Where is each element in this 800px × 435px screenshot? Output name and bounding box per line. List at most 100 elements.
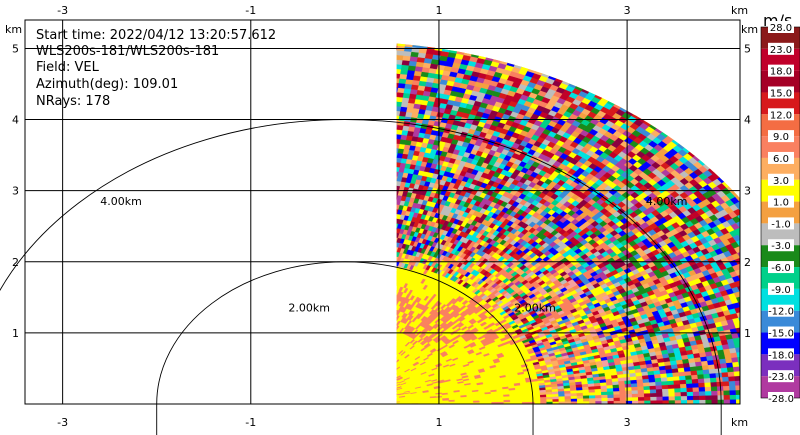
velocity-cell <box>742 390 748 395</box>
velocity-cell <box>630 382 638 388</box>
velocity-cell <box>441 362 449 367</box>
velocity-cell <box>396 91 398 97</box>
velocity-cell <box>564 395 572 399</box>
velocity-cell <box>740 278 748 284</box>
velocity-cell <box>601 394 608 399</box>
velocity-cell <box>705 399 712 404</box>
velocity-cell <box>396 180 402 187</box>
velocity-cell <box>662 392 670 397</box>
velocity-cell <box>637 386 645 391</box>
velocity-cell <box>637 393 645 398</box>
velocity-cell <box>729 389 737 396</box>
velocity-cell <box>744 299 752 305</box>
velocity-cell <box>452 339 459 345</box>
velocity-cell <box>742 294 750 300</box>
velocity-cell <box>447 394 455 397</box>
velocity-cell <box>397 82 406 89</box>
velocity-cell <box>690 370 698 376</box>
velocity-cell <box>396 335 399 341</box>
velocity-cell <box>720 367 729 373</box>
velocity-cell <box>448 399 456 402</box>
velocity-cell <box>754 389 760 394</box>
velocity-cell <box>661 384 669 390</box>
velocity-cell <box>396 142 400 149</box>
velocity-cell <box>654 377 662 383</box>
velocity-cell <box>588 394 596 399</box>
velocity-cell <box>454 334 462 340</box>
velocity-cell <box>668 395 676 401</box>
velocity-cell <box>728 380 736 386</box>
velocity-cell <box>396 166 400 172</box>
velocity-cell <box>693 399 700 404</box>
velocity-cell <box>667 380 675 385</box>
velocity-cell <box>742 310 750 316</box>
velocity-cell <box>396 304 397 310</box>
velocity-cell <box>727 371 735 377</box>
velocity-cell <box>709 372 717 379</box>
velocity-cell <box>485 396 492 400</box>
velocity-cell <box>396 82 399 88</box>
velocity-cell <box>744 315 752 321</box>
velocity-cell <box>752 303 760 309</box>
velocity-cell <box>723 394 731 400</box>
velocity-cell <box>396 124 404 131</box>
velocity-cell <box>521 399 529 403</box>
velocity-cell <box>613 397 621 402</box>
velocity-cell <box>436 400 443 403</box>
velocity-cell <box>703 373 711 379</box>
velocity-cell <box>735 389 740 395</box>
velocity-cell <box>743 283 751 289</box>
velocity-cell <box>600 391 608 396</box>
velocity-cell <box>607 397 615 402</box>
velocity-cell <box>711 394 719 400</box>
velocity-cell <box>754 394 760 399</box>
velocity-cell <box>662 388 669 393</box>
velocity-cell <box>396 147 399 154</box>
velocity-cell <box>473 400 480 403</box>
velocity-cell <box>735 394 740 400</box>
velocity-cell <box>497 396 504 399</box>
velocity-cell <box>752 339 759 345</box>
velocity-cell <box>396 105 402 112</box>
velocity-cell <box>534 399 541 402</box>
velocity-cell <box>752 263 760 270</box>
velocity-cell <box>595 394 602 399</box>
velocity-cell <box>746 320 754 326</box>
velocity-cell <box>662 399 670 404</box>
velocity-cell <box>753 344 760 350</box>
velocity-cell <box>424 401 431 404</box>
velocity-cell <box>484 389 491 393</box>
velocity-cell <box>672 375 680 381</box>
velocity-cell <box>503 399 511 403</box>
velocity-cell <box>454 399 462 402</box>
velocity-cell <box>649 385 657 390</box>
velocity-cell <box>743 356 750 361</box>
velocity-cell <box>674 391 682 397</box>
velocity-cell <box>732 361 740 368</box>
velocity-cell <box>643 389 651 394</box>
velocity-cell <box>631 386 639 391</box>
velocity-cell <box>742 399 748 404</box>
velocity-cell <box>505 358 513 363</box>
velocity-cell <box>686 387 694 393</box>
velocity-cell <box>749 270 757 277</box>
velocity-cell <box>751 334 758 340</box>
velocity-cell <box>740 305 748 311</box>
velocity-cell <box>396 161 401 168</box>
velocity-cell <box>396 280 399 286</box>
velocity-cell <box>753 291 761 297</box>
velocity-cell <box>747 380 754 385</box>
velocity-cell <box>748 309 756 315</box>
velocity-cell <box>738 360 740 367</box>
velocity-cell <box>649 381 657 387</box>
velocity-cell <box>528 399 535 403</box>
velocity-cell <box>637 389 645 394</box>
velocity-cell <box>576 392 584 396</box>
velocity-cell <box>655 381 663 386</box>
velocity-cell <box>396 290 400 296</box>
velocity-cell <box>674 387 682 393</box>
velocity-cell <box>396 390 398 393</box>
velocity-cell <box>711 399 719 404</box>
velocity-cell <box>606 387 614 392</box>
velocity-cell <box>691 378 699 384</box>
